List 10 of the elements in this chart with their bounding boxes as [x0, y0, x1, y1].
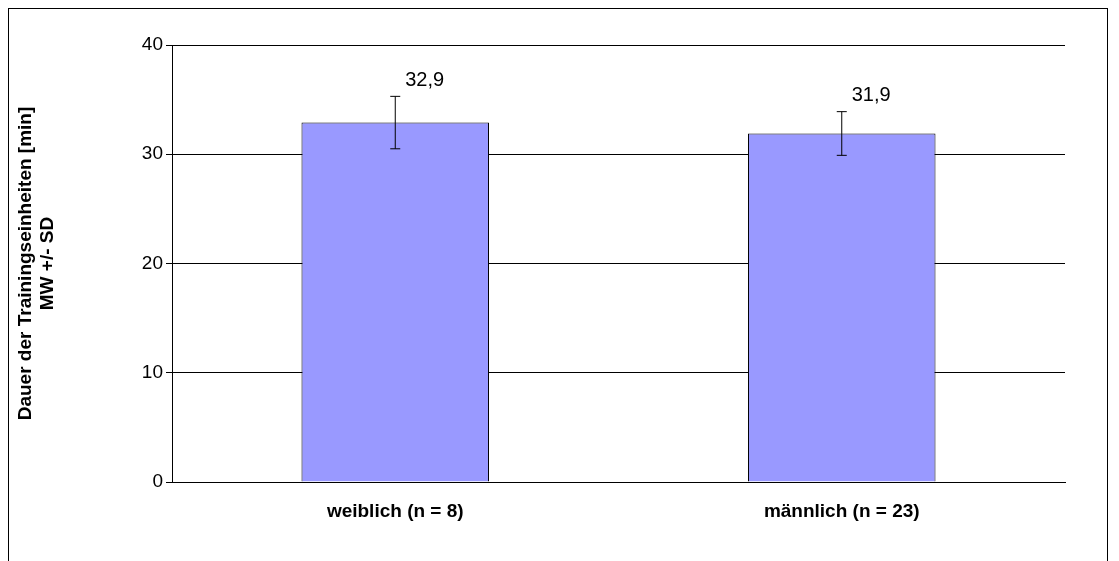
data-label: 31,9 — [851, 83, 891, 106]
x-tick-label: weiblich (n = 8) — [325, 499, 464, 521]
y-tick-label: 0 — [152, 470, 163, 492]
x-tick-label: männlich (n = 23) — [763, 499, 920, 521]
y-tick-label: 30 — [141, 142, 163, 164]
y-tick-label: 10 — [141, 360, 163, 382]
y-axis-title: Dauer der Trainingseinheiten [min] MW +/- SD — [13, 106, 58, 421]
y-tick-label: 20 — [141, 251, 163, 273]
data-label: 32,9 — [405, 67, 445, 90]
y-tick-label: 40 — [141, 33, 163, 55]
